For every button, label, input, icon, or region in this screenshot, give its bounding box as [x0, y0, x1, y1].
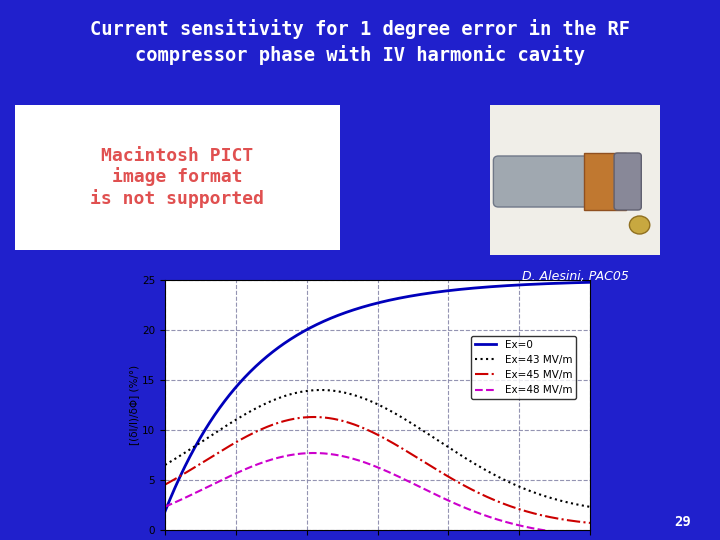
Ex=45 MV/m: [310, 414, 318, 420]
Text: 29: 29: [675, 515, 691, 529]
Ex=45 MV/m: [161, 481, 169, 488]
Ex=0: [585, 279, 594, 286]
Ex=43 MV/m: [412, 423, 420, 429]
Y-axis label: [(δI/I)/δΦ] (%/°): [(δI/I)/δΦ] (%/°): [130, 365, 139, 445]
Text: Current sensitivity for 1 degree error in the RF
compressor phase with IV harmon: Current sensitivity for 1 degree error i…: [90, 19, 630, 65]
Ex=45 MV/m: [354, 423, 362, 429]
Ex=0: [270, 347, 279, 354]
Ex=0: [236, 379, 245, 386]
Ex=0: [444, 287, 453, 294]
Ex=48 MV/m: [412, 482, 420, 488]
Ex=45 MV/m: [412, 454, 420, 460]
Ex=0: [353, 306, 361, 312]
Line: Ex=0: Ex=0: [165, 282, 590, 511]
FancyBboxPatch shape: [614, 153, 642, 210]
Ex=48 MV/m: [585, 532, 594, 538]
Ex=48 MV/m: [310, 450, 318, 456]
Ex=43 MV/m: [585, 504, 594, 510]
Ex=43 MV/m: [236, 414, 245, 421]
Text: Macintosh PICT
image format
is not supported: Macintosh PICT image format is not suppo…: [91, 146, 264, 208]
Ex=0: [411, 292, 420, 299]
Ex=48 MV/m: [354, 457, 362, 463]
Ex=45 MV/m: [270, 421, 279, 427]
Legend: Ex=0, Ex=43 MV/m, Ex=45 MV/m, Ex=48 MV/m: Ex=0, Ex=43 MV/m, Ex=45 MV/m, Ex=48 MV/m: [472, 335, 576, 400]
Ex=43 MV/m: [354, 393, 362, 400]
Ex=43 MV/m: [270, 396, 279, 403]
Ex=0: [161, 508, 169, 515]
Line: Ex=43 MV/m: Ex=43 MV/m: [165, 390, 590, 507]
Ex=48 MV/m: [236, 468, 245, 475]
Ex=45 MV/m: [585, 519, 594, 526]
Ex=43 MV/m: [445, 445, 454, 451]
Ex=48 MV/m: [482, 512, 490, 519]
Bar: [583, 153, 626, 210]
Ex=0: [481, 284, 490, 291]
Text: D. Alesini, PAC05: D. Alesini, PAC05: [521, 270, 629, 283]
Ex=48 MV/m: [161, 503, 169, 510]
Ex=48 MV/m: [445, 498, 454, 504]
Circle shape: [629, 216, 650, 234]
Ex=43 MV/m: [161, 462, 169, 468]
Line: Ex=48 MV/m: Ex=48 MV/m: [165, 453, 590, 535]
Ex=45 MV/m: [236, 437, 245, 443]
FancyBboxPatch shape: [493, 156, 623, 207]
Line: Ex=45 MV/m: Ex=45 MV/m: [165, 417, 590, 523]
Ex=45 MV/m: [482, 493, 490, 500]
Ex=48 MV/m: [270, 456, 279, 462]
Ex=43 MV/m: [482, 467, 490, 474]
Ex=45 MV/m: [445, 474, 454, 481]
Ex=43 MV/m: [317, 387, 325, 393]
